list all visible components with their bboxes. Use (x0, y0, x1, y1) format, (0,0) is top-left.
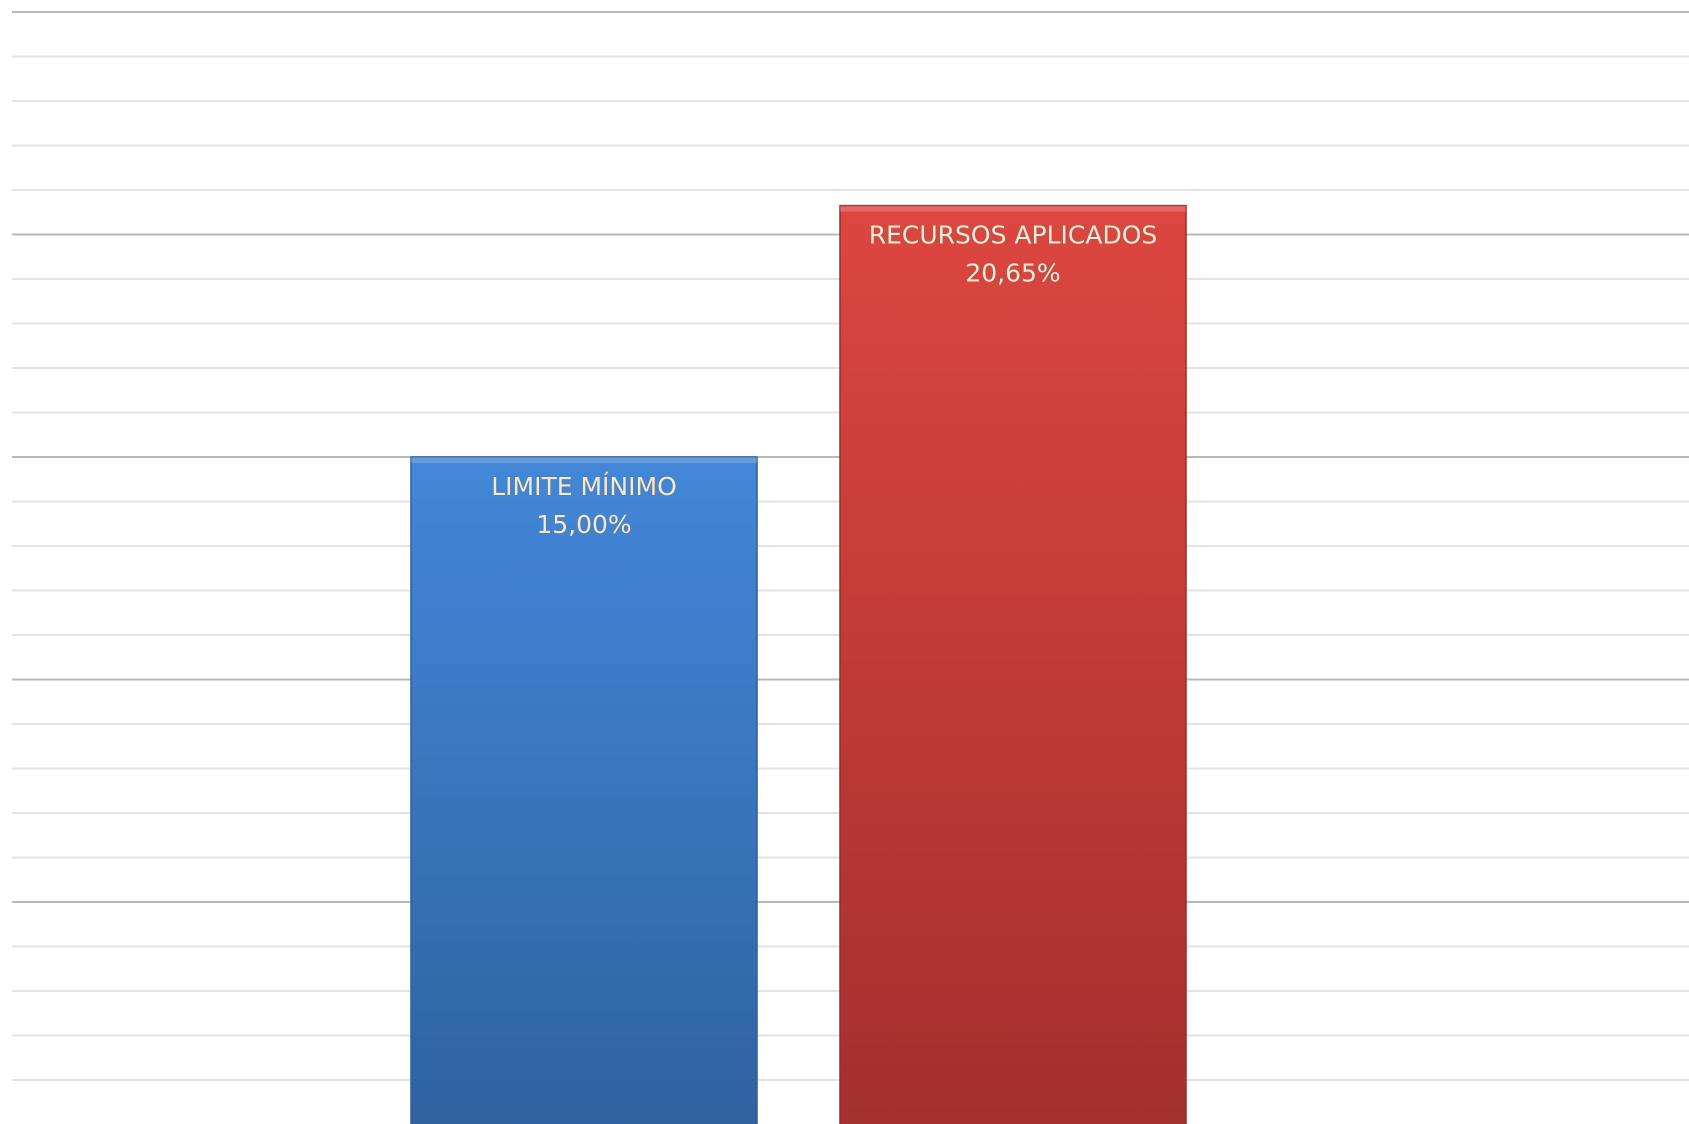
bar-bevel (411, 457, 757, 463)
bar-limite-minimo (410, 456, 758, 1124)
bar-bevel (840, 205, 1186, 212)
bar-category-label: RECURSOS APLICADOS (869, 221, 1158, 250)
bar-category-label: LIMITE MÍNIMO (491, 472, 677, 501)
data-labels: LIMITE MÍNIMO 15,00% RECURSOS APLICADOS 20,… (491, 220, 1158, 539)
bar-recursos-aplicados (839, 204, 1187, 1124)
bar-value-label: 15,00% (536, 510, 631, 539)
bars (410, 204, 1187, 1124)
bar-value-label: 20,65% (965, 259, 1060, 288)
